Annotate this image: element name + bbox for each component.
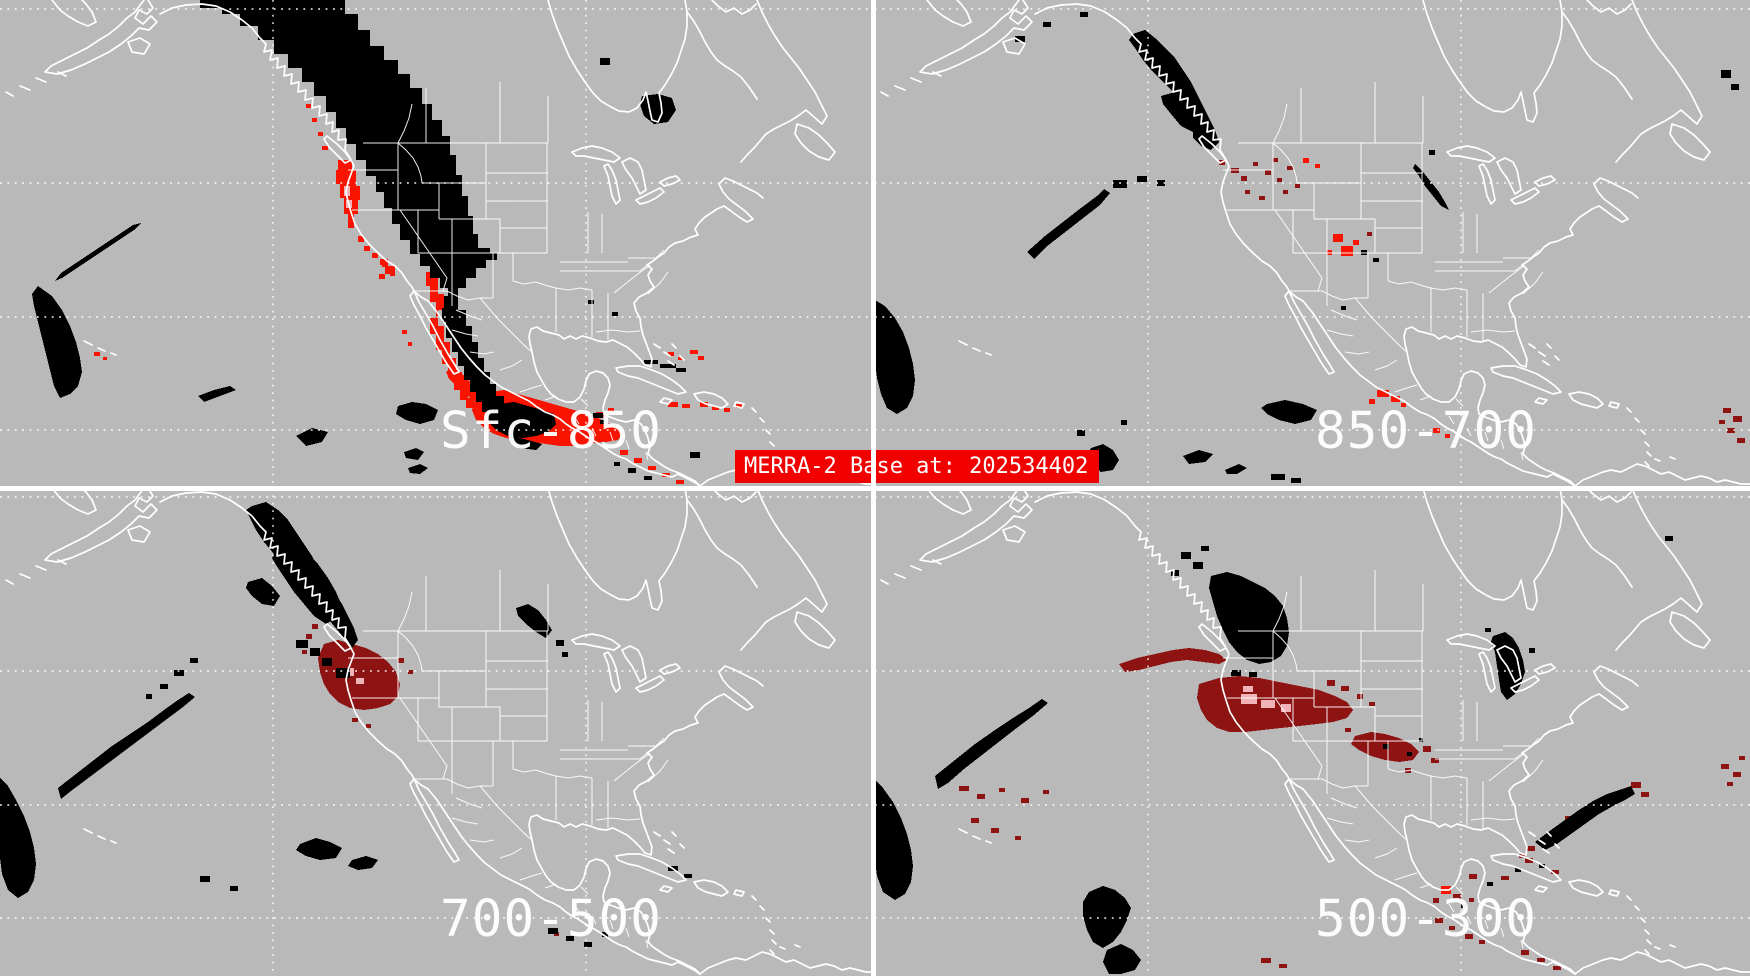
panel-label-850-700: 850-700 bbox=[1315, 402, 1537, 461]
panel-label-500-300: 500-300 bbox=[1315, 890, 1537, 949]
black-cloud-overlay bbox=[875, 12, 1739, 483]
map-panel-sfc-850: Sfc-850 bbox=[0, 0, 875, 488]
map-panel-500-300: 500-300 bbox=[875, 488, 1750, 976]
black-cloud-overlay bbox=[875, 536, 1673, 974]
map-panel-850-700: 850-700 bbox=[875, 0, 1750, 488]
red-warn-overlay bbox=[1303, 158, 1450, 438]
panel-label-700-500: 700-500 bbox=[440, 890, 662, 949]
timestamp-banner-text: MERRA-2 Base at: 202534402 bbox=[744, 454, 1089, 479]
black-cloud-overlay bbox=[32, 0, 700, 480]
dark-red-overlay bbox=[1219, 158, 1745, 443]
panel-divider-horizontal bbox=[0, 486, 1750, 491]
map-panel-700-500: 700-500 bbox=[0, 488, 875, 976]
timestamp-banner: MERRA-2 Base at: 202534402 bbox=[735, 450, 1099, 483]
panel-label-sfc-850: Sfc-850 bbox=[440, 402, 662, 461]
